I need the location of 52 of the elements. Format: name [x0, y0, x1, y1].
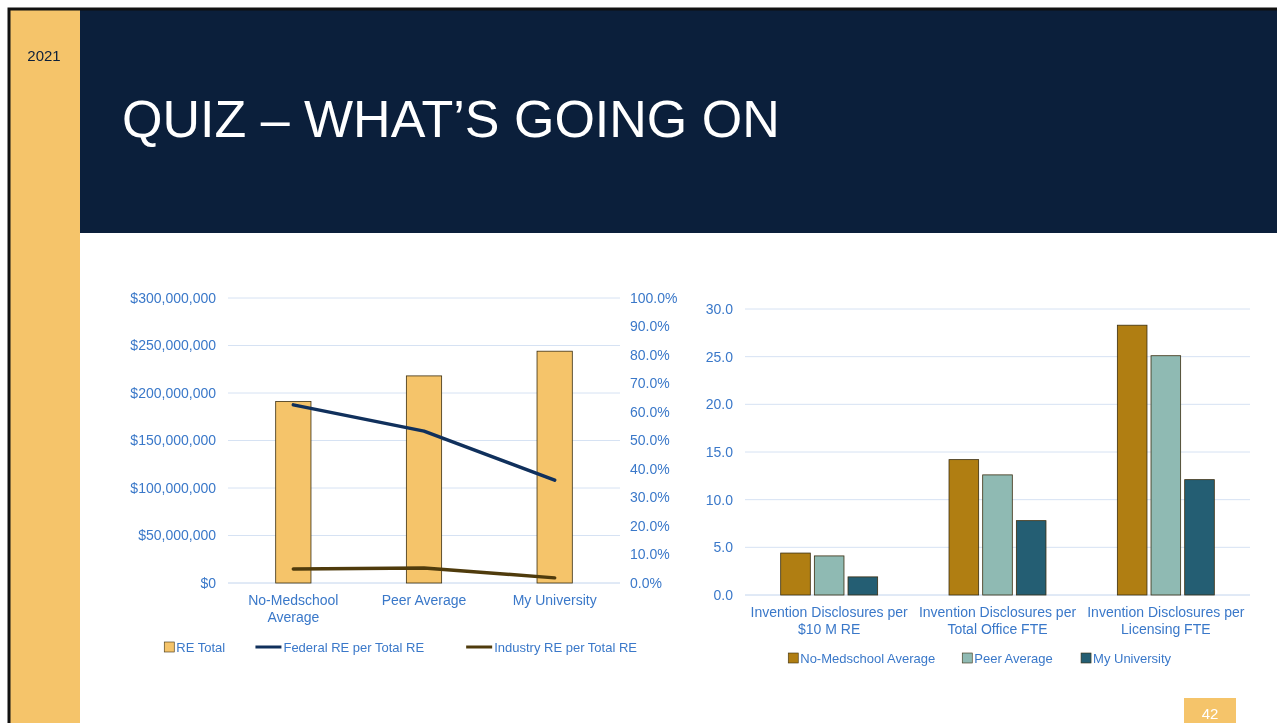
bar	[1116, 324, 1148, 596]
legend-label: Industry RE per Total RE	[494, 639, 638, 655]
x-tick-label: Invention Disclosures per Total Office FTE	[918, 604, 1077, 637]
text: 2021	[27, 47, 61, 64]
y-tick-label: 15.0	[705, 443, 734, 460]
y-tick-label: $100,000,000	[130, 479, 217, 496]
y-tick-label: $50,000,000	[138, 527, 217, 544]
bar	[982, 474, 1013, 596]
legend-label: Peer Average	[974, 650, 1053, 666]
bar	[405, 375, 443, 584]
x-tick-label: Invention Disclosures per $10 M RE	[750, 604, 909, 637]
y-tick-label: $300,000,000	[130, 289, 217, 306]
bar	[1015, 520, 1047, 596]
x-tick-label: Peer Average	[381, 592, 467, 608]
y2-tick-label: 20.0%	[630, 517, 670, 534]
legend-label: RE Total	[176, 639, 226, 655]
y-tick-label: 30.0	[705, 300, 734, 317]
bar	[536, 350, 573, 584]
legend-label: No-Medschool Average	[800, 650, 936, 666]
bar	[780, 552, 811, 596]
y-tick-label: 5.0	[713, 539, 734, 556]
y2-tick-label: 100.0%	[630, 289, 678, 306]
x-tick-label: Invention Disclosures per Licensing FTE	[1087, 604, 1245, 637]
y-tick-label: 20.0	[705, 396, 734, 413]
y2-tick-label: 10.0%	[630, 546, 670, 563]
y-tick-label: $150,000,000	[130, 432, 217, 449]
y-tick-label: 10.0	[705, 491, 734, 508]
y2-tick-label: 80.0%	[630, 346, 670, 363]
y2-tick-label: 30.0%	[630, 489, 670, 506]
chart-title: QUIZ – WHAT’S GOING ON	[122, 90, 780, 148]
x-tick-label: My University	[512, 592, 597, 608]
y-tick-label: $250,000,000	[130, 337, 217, 354]
y2-tick-label: 90.0%	[630, 318, 670, 335]
bar	[813, 555, 845, 596]
y2-tick-label: 0.0%	[630, 574, 662, 591]
legend-label: My University	[1093, 650, 1172, 666]
bar	[1150, 355, 1182, 596]
y2-tick-label: 60.0%	[630, 403, 670, 420]
y2-tick-label: 50.0%	[630, 432, 670, 449]
x-tick-label: No-Medschool Average	[248, 592, 339, 625]
legend-label: Federal RE per Total RE	[283, 639, 425, 655]
bar	[847, 576, 879, 596]
bar	[948, 459, 980, 596]
y2-tick-label: 70.0%	[630, 375, 670, 392]
y-tick-label: 25.0	[705, 348, 734, 365]
y2-tick-label: 40.0%	[630, 460, 670, 477]
y-tick-label: $200,000,000	[130, 384, 217, 401]
y-tick-label: $0	[200, 574, 217, 591]
bar	[275, 401, 312, 584]
y-tick-label: 0.0	[713, 586, 734, 603]
text: 42	[1201, 705, 1219, 722]
bar	[1184, 479, 1215, 596]
